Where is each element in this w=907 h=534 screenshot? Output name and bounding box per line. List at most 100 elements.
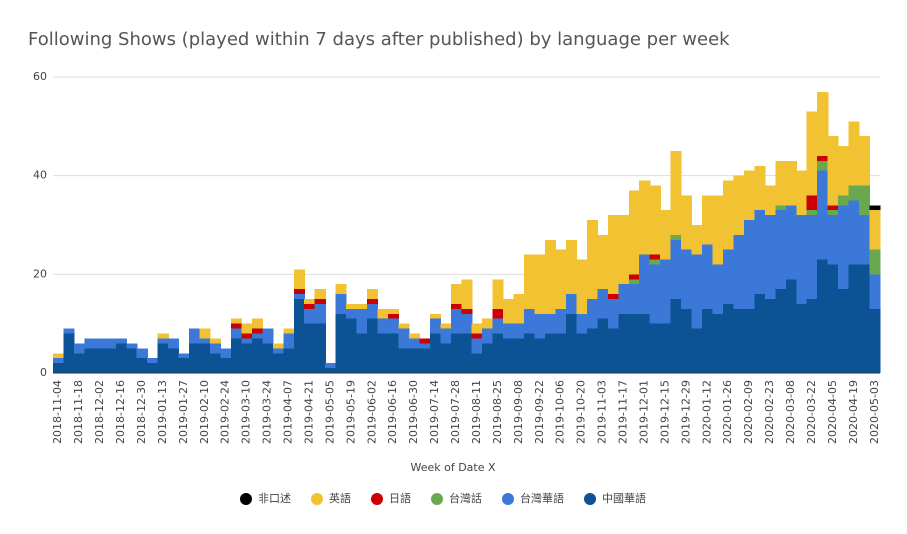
area-step — [241, 323, 253, 334]
area-step — [838, 195, 850, 206]
x-tick-label: 2019-01-27 — [177, 380, 190, 444]
area-step — [450, 333, 462, 373]
area-step — [157, 333, 169, 339]
area-step — [524, 254, 536, 309]
area-step — [189, 328, 201, 344]
area-step — [283, 333, 295, 349]
x-tick-label: 2020-05-03 — [868, 380, 881, 444]
area-step — [440, 328, 452, 344]
area-step — [754, 210, 766, 295]
area-step — [293, 294, 305, 299]
area-step — [53, 363, 65, 373]
area-step — [639, 313, 651, 373]
area-step — [848, 121, 860, 186]
area-step — [94, 348, 106, 373]
area-step — [607, 299, 619, 329]
x-tick-label: 2020-03-22 — [805, 380, 818, 444]
area-step — [262, 328, 274, 344]
area-step — [869, 274, 881, 309]
legend-label: 台灣話 — [449, 491, 482, 505]
area-step — [859, 215, 871, 265]
area-step — [513, 323, 525, 339]
area-step — [429, 318, 441, 334]
x-tick-label: 2019-05-19 — [344, 380, 357, 444]
area-step — [325, 368, 337, 373]
legend-swatch — [584, 493, 596, 505]
area-step — [241, 333, 253, 339]
legend-label: 台灣華語 — [520, 491, 564, 505]
x-tick-label: 2019-03-24 — [261, 380, 274, 444]
area-step — [722, 249, 735, 304]
area-step — [492, 308, 504, 319]
area-step — [775, 160, 787, 206]
area-step — [293, 299, 305, 373]
area-step — [628, 190, 640, 275]
area-step — [147, 358, 159, 364]
area-step — [94, 338, 106, 349]
x-tick-label: 2019-03-10 — [240, 380, 253, 444]
area-step — [230, 328, 243, 339]
area-step — [649, 254, 661, 260]
area-step — [555, 333, 567, 373]
x-tick-label: 2019-11-03 — [596, 380, 609, 444]
area-step — [241, 338, 253, 344]
area-step — [722, 303, 735, 373]
area-step — [293, 269, 305, 290]
area-step — [461, 313, 473, 334]
area-step — [712, 264, 724, 314]
area-step — [408, 348, 420, 373]
area-step — [754, 165, 766, 211]
area-step — [503, 338, 515, 373]
area-step — [513, 294, 525, 324]
area-step — [84, 338, 96, 349]
area-step — [649, 259, 661, 265]
y-tick-label: 40 — [33, 169, 47, 182]
area-step — [105, 338, 117, 349]
area-step — [785, 205, 797, 280]
area-step — [251, 333, 263, 339]
area-step — [733, 308, 745, 373]
area-step — [126, 348, 138, 373]
x-tick-label: 2019-06-02 — [365, 380, 378, 444]
area-step — [471, 353, 483, 373]
area-step — [534, 338, 546, 373]
legend-label: 中國華語 — [602, 491, 646, 505]
area-step — [796, 170, 808, 216]
area-step — [618, 284, 630, 314]
area-step — [639, 254, 651, 314]
y-tick-label: 0 — [40, 366, 47, 379]
area-step — [712, 195, 724, 265]
area-step — [492, 333, 504, 373]
area-step — [387, 333, 400, 373]
area-step — [147, 363, 159, 373]
area-step — [628, 284, 640, 314]
area-step — [859, 185, 871, 216]
legend-swatch — [240, 493, 252, 505]
x-tick-label: 2019-11-17 — [617, 380, 630, 444]
area-step — [398, 348, 410, 373]
area-step — [838, 146, 850, 196]
area-step — [607, 294, 619, 299]
x-tick-label: 2019-12-15 — [658, 380, 671, 444]
area-step — [743, 220, 755, 309]
area-step — [168, 338, 180, 349]
x-tick-label: 2019-07-14 — [428, 380, 441, 444]
area-step — [335, 294, 347, 314]
area-step — [817, 155, 829, 161]
x-axis-label: Week of Date X — [410, 461, 496, 474]
area-step — [346, 303, 358, 309]
area-step — [199, 343, 211, 373]
area-step — [367, 303, 379, 319]
area-step — [283, 348, 295, 373]
x-tick-label: 2019-06-16 — [386, 380, 399, 444]
area-step — [827, 215, 839, 265]
area-step — [63, 328, 75, 334]
area-step — [712, 313, 724, 373]
x-tick-label: 2020-03-08 — [784, 380, 797, 444]
area-step — [440, 343, 452, 373]
area-step — [702, 195, 714, 245]
area-step — [314, 323, 326, 373]
area-step — [230, 323, 243, 329]
legend-label: 日語 — [389, 491, 411, 505]
area-step — [733, 234, 745, 309]
